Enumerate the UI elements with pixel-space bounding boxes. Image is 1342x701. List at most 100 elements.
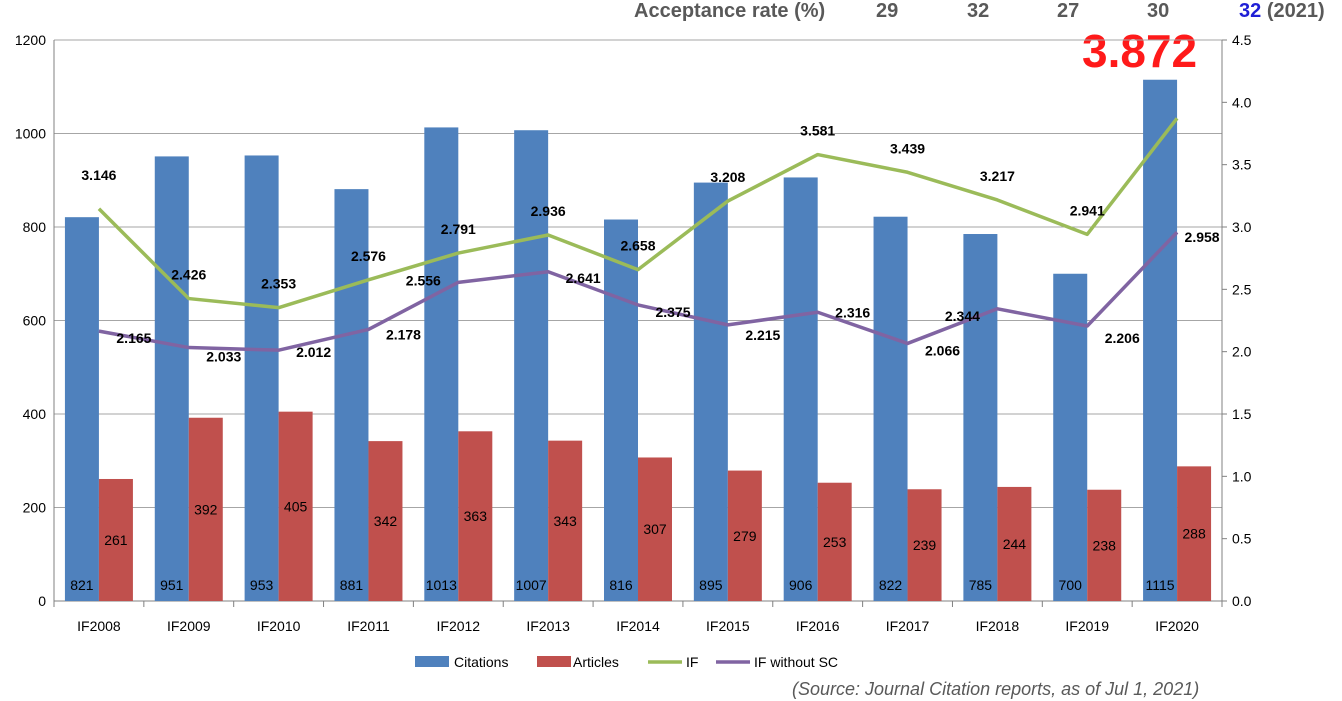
x-tick-label: IF2019 [1065,618,1109,634]
y-left-tick-label: 0 [38,593,46,609]
if-data-label: 2.941 [1070,202,1105,218]
articles-bar-label: 343 [553,513,577,529]
y-right-tick-label: 3.0 [1232,219,1252,235]
citations-bar [1053,273,1088,601]
citations-bar [154,156,189,601]
citations-bar-label: 953 [250,577,274,593]
y-right-tick-label: 1.0 [1232,468,1252,484]
articles-bar-label: 239 [913,537,937,553]
y-right-tick-label: 0.0 [1232,593,1252,609]
citations-bar-label: 816 [609,577,633,593]
source-note: (Source: Journal Citation reports, as of… [792,679,1200,699]
citations-bar [963,234,998,601]
articles-bar [98,478,133,601]
articles-bar-label: 363 [464,508,488,524]
acceptance-rate-value: 30 [1147,0,1170,22]
legend-citations-swatch [415,656,449,667]
x-tick-label: IF2008 [77,618,121,634]
acceptance-rate-label: Acceptance rate (%) [634,0,826,22]
articles-bar [188,417,223,601]
citations-bar [873,216,908,601]
articles-bar-label: 288 [1182,526,1206,542]
if-without-sc-data-label: 2.165 [116,330,151,346]
citations-bar [693,182,728,601]
y-right-tick-label: 2.0 [1232,344,1252,360]
y-left-tick-label: 600 [23,313,47,329]
y-right-tick-label: 4.0 [1232,94,1252,110]
articles-bar [817,482,852,601]
articles-bar [727,470,762,601]
if-data-label: 3.581 [800,123,835,139]
if-without-sc-data-label: 2.556 [406,272,441,288]
articles-bar-label: 279 [733,528,757,544]
y-left-tick-label: 800 [23,219,47,235]
if-without-sc-data-label: 2.215 [745,327,780,343]
x-tick-label: IF2018 [976,618,1020,634]
if-data-label: 3.208 [710,169,745,185]
citations-bar-label: 906 [789,577,813,593]
y-left-tick-label: 1000 [15,126,46,142]
articles-bar [1087,489,1122,601]
citations-bar [244,155,279,601]
x-tick-label: IF2017 [886,618,930,634]
articles-bar [368,441,403,601]
citations-bar-label: 881 [340,577,364,593]
x-tick-label: IF2015 [706,618,750,634]
citations-bar [783,177,818,601]
if-without-sc-data-label: 2.641 [566,270,601,286]
articles-bar [278,411,313,601]
x-tick-label: IF2011 [347,618,390,634]
if-data-label: 2.576 [351,248,386,264]
x-tick-label: IF2014 [616,618,660,634]
y-left-tick-label: 200 [23,500,47,516]
articles-bar-label: 307 [643,521,667,537]
citations-bar-label: 895 [699,577,723,593]
citations-bar [424,127,459,602]
y-right-tick-label: 3.5 [1232,157,1252,173]
if-without-sc-line [98,231,1179,352]
citations-bar-label: 951 [160,577,184,593]
if-without-sc-data-label: 2.066 [925,342,960,358]
legend-articles-label: Articles [573,654,619,670]
if-without-sc-data-label: 2.012 [296,344,331,360]
if-without-sc-data-label: 2.033 [206,349,241,365]
x-tick-label: IF2009 [167,618,211,634]
citations-bar-label: 785 [969,577,993,593]
citations-bar-label: 822 [879,577,903,593]
if-data-label: 2.426 [171,267,206,283]
articles-bar-label: 392 [194,501,218,517]
acceptance-rate-value: 27 [1057,0,1080,22]
y-right-tick-label: 4.5 [1232,32,1252,48]
if-data-label: 3.439 [890,140,925,156]
citations-bar-label: 1007 [516,577,547,593]
citations-bar-label: 821 [70,577,94,593]
articles-bar-label: 261 [104,532,128,548]
acceptance-rate-latest-value: 32 [1239,0,1262,22]
legend-if-without-sc-label: IF without SC [754,654,838,670]
x-tick-label: IF2016 [796,618,840,634]
articles-bar [458,431,493,601]
x-tick-label: IF2020 [1155,618,1199,634]
articles-bar [907,489,942,601]
if-data-label: 2.353 [261,276,296,292]
articles-bar-label: 253 [823,534,847,550]
if-without-sc-data-label: 2.344 [945,308,980,324]
if-data-label: 2.791 [441,221,476,237]
acceptance-rate-latest: 32 (2021) [1239,0,1325,24]
x-tick-label: IF2013 [526,618,570,634]
citations-bar-label: 1115 [1146,577,1175,593]
if-without-sc-data-label: 2.375 [655,304,690,320]
acceptance-rate-value: 32 [967,0,990,22]
highlight-if-value: 3.872 [1082,25,1198,77]
citations-bar [334,189,369,601]
x-tick-label: IF2010 [257,618,301,634]
articles-bar-label: 238 [1093,537,1117,553]
articles-bar [1177,466,1212,601]
legend-articles-swatch [537,656,571,667]
legend-citations-label: Citations [454,654,508,670]
y-left-tick-label: 400 [23,406,47,422]
citations-bar [1143,79,1178,602]
citations-bar-label: 1013 [426,577,457,593]
acceptance-rate-value: 29 [876,0,899,22]
